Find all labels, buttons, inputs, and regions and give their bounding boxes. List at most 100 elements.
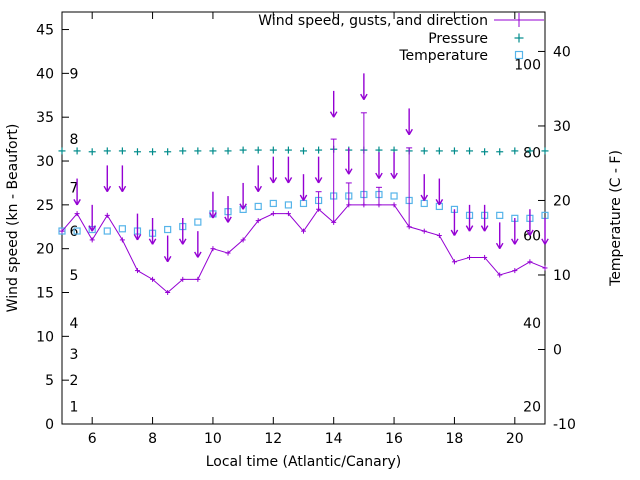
wind-arrow-head [408,128,413,136]
y-left-axis-title: Wind speed (kn - Beaufort) [5,124,21,313]
wind-arrow-head [526,229,531,236]
y-right-tick-label: 0 [553,342,562,358]
legend-label-pressure: Pressure [428,31,488,47]
wind-arrow-head [209,212,214,219]
wind-direction-arrows [73,73,549,263]
wind-arrow-head [484,225,489,232]
x-tick-label: 12 [264,431,282,447]
y-left-tick-label: 45 [36,23,54,39]
wind-arrow-head [511,238,516,245]
temperature-point [164,225,172,234]
wind-arrow-head [480,225,486,232]
y-left-tick-label: 25 [36,198,54,214]
wind-arrow-head [317,177,323,184]
x-tick-label: 6 [88,431,97,447]
wind-arrow-head [468,225,474,232]
wind-arrow-head [239,203,244,210]
x-tick-label: 20 [506,431,524,447]
y-left-tick-label: 15 [36,286,54,302]
wind-arrow-head [106,185,112,193]
y-left-tick-label: 0 [45,417,54,433]
y-left-tick-label: 10 [36,329,54,345]
wind-arrow-head [133,234,139,241]
wind-arrow-head [163,255,169,263]
y-right-tick-label: -10 [553,417,576,433]
wind-arrow-head [242,203,247,210]
beaufort-label: 7 [70,180,79,196]
wind-arrow-head [544,238,549,245]
wind-arrow-head [197,251,202,258]
beaufort-label: 9 [70,66,79,82]
beaufort-label: 1 [70,399,79,415]
wind-arrow-head [529,229,534,236]
wind-arrow-head [148,238,154,245]
beaufort-label: 3 [70,347,79,363]
wind-series [59,202,548,296]
wind-arrow-head [73,198,78,206]
y-right-axis-title: Temperature (C - F) [608,150,624,287]
wind-arrow-head [378,172,383,179]
y-right-tick-label: 40 [553,44,571,60]
wind-arrow-head [272,177,278,184]
wind-arrow-head [363,93,368,101]
wind-arrow-head [167,255,172,263]
wind-arrow-head [118,185,123,193]
y-right-tick-label: 30 [553,119,571,135]
legend: Wind speed, gusts, and direction Pressure… [258,13,544,64]
inner-scale-label: 40 [523,316,541,332]
wind-arrow-head [450,229,456,236]
inner-scale-label: 20 [523,399,541,415]
temperature-point [269,199,277,208]
x-axis-title: Local time (Atlantic/Canary) [206,454,402,470]
wind-arrow-head [375,172,380,179]
wind-arrow-head [76,198,81,206]
y-left-tick-label: 20 [36,242,54,258]
beaufort-label: 4 [70,316,79,332]
wind-arrow-head [405,128,410,136]
x-tick-label: 8 [148,431,157,447]
temperature-point [73,227,81,235]
wind-arrow-head [348,168,353,175]
y-left-tick-label: 30 [36,154,54,170]
y-left-tick-label: 40 [36,66,54,82]
beaufort-label: 2 [70,373,79,389]
wind-arrow-head [88,225,93,232]
temperature-point [390,192,398,200]
wind-arrow-head [182,238,187,245]
wind-arrow-head [423,194,429,201]
wind-arrow-head [514,238,519,245]
wind-arrow-head [329,111,335,118]
wind-arrow-head [178,238,184,245]
y-left-tick-label: 5 [45,373,54,389]
wind-arrow-head [284,177,290,184]
wind-arrow-head [435,198,440,206]
temperature-point [284,201,293,209]
legend-temperature-sample [514,50,524,60]
legend-label-temperature: Temperature [398,48,488,64]
wind-arrow-head [499,242,504,250]
wind-arrow-head [453,229,459,236]
inner-scale-label: 80 [523,145,541,161]
wind-arrow-head [254,185,259,193]
wind-arrow-head [541,238,546,245]
wind-arrow-head [103,185,108,193]
wind-arrow-head [151,238,157,245]
x-axis: 6 8 10 12 14 16 18 20 Local time (Atlantic/Canar… [88,12,524,470]
y-right-tick-label: 10 [553,268,571,284]
y-right-axis: -10 0 10 20 30 40 Temperature (C - F) [538,44,624,433]
wind-arrow-head [344,168,350,175]
gust-bars [315,112,413,227]
wind-arrow-head [438,198,444,206]
x-tick-label: 18 [446,431,464,447]
wind-arrow-head [194,251,199,258]
wind-arrow-head [360,93,365,101]
beaufort-label: 8 [70,132,79,148]
wind-arrow-head [257,185,263,193]
wind-arrow-head [314,177,320,184]
x-tick-label: 16 [385,431,403,447]
